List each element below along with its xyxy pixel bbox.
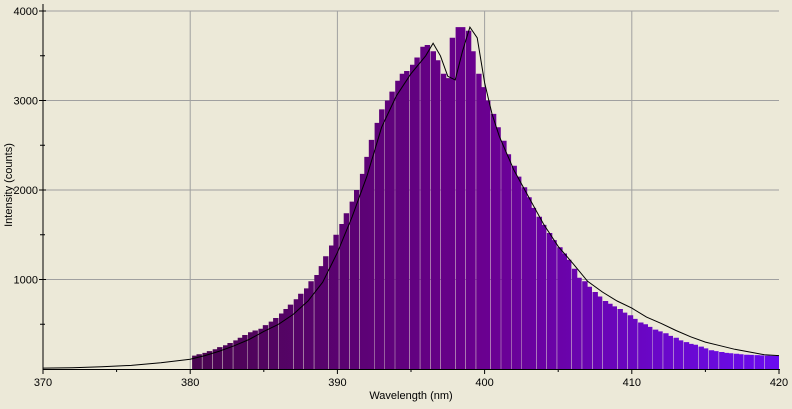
x-tick-label: 410 <box>623 377 641 389</box>
y-tick-label: 4000 <box>14 6 38 18</box>
x-tick-label: 400 <box>475 377 493 389</box>
fit-line <box>42 25 780 369</box>
x-tick-label: 390 <box>328 377 346 389</box>
y-tick-label: 3000 <box>14 96 38 108</box>
x-axis-ticks: 370 380 390 400 410 420 <box>34 369 788 389</box>
fit-curve <box>42 25 780 369</box>
x-tick-label: 420 <box>770 377 788 389</box>
x-tick-label: 370 <box>34 377 52 389</box>
y-tick-label: 1000 <box>14 275 38 287</box>
y-tick-label: 2000 <box>14 185 38 197</box>
x-axis-title: Wavelength (nm) <box>369 390 452 402</box>
y-axis-ticks: 1000 2000 3000 4000 <box>14 6 46 325</box>
y-axis-title: Intensity (counts) <box>3 143 15 227</box>
histogram-bars <box>192 27 780 369</box>
histogram-bar <box>192 27 780 369</box>
x-tick-label: 380 <box>181 377 199 389</box>
